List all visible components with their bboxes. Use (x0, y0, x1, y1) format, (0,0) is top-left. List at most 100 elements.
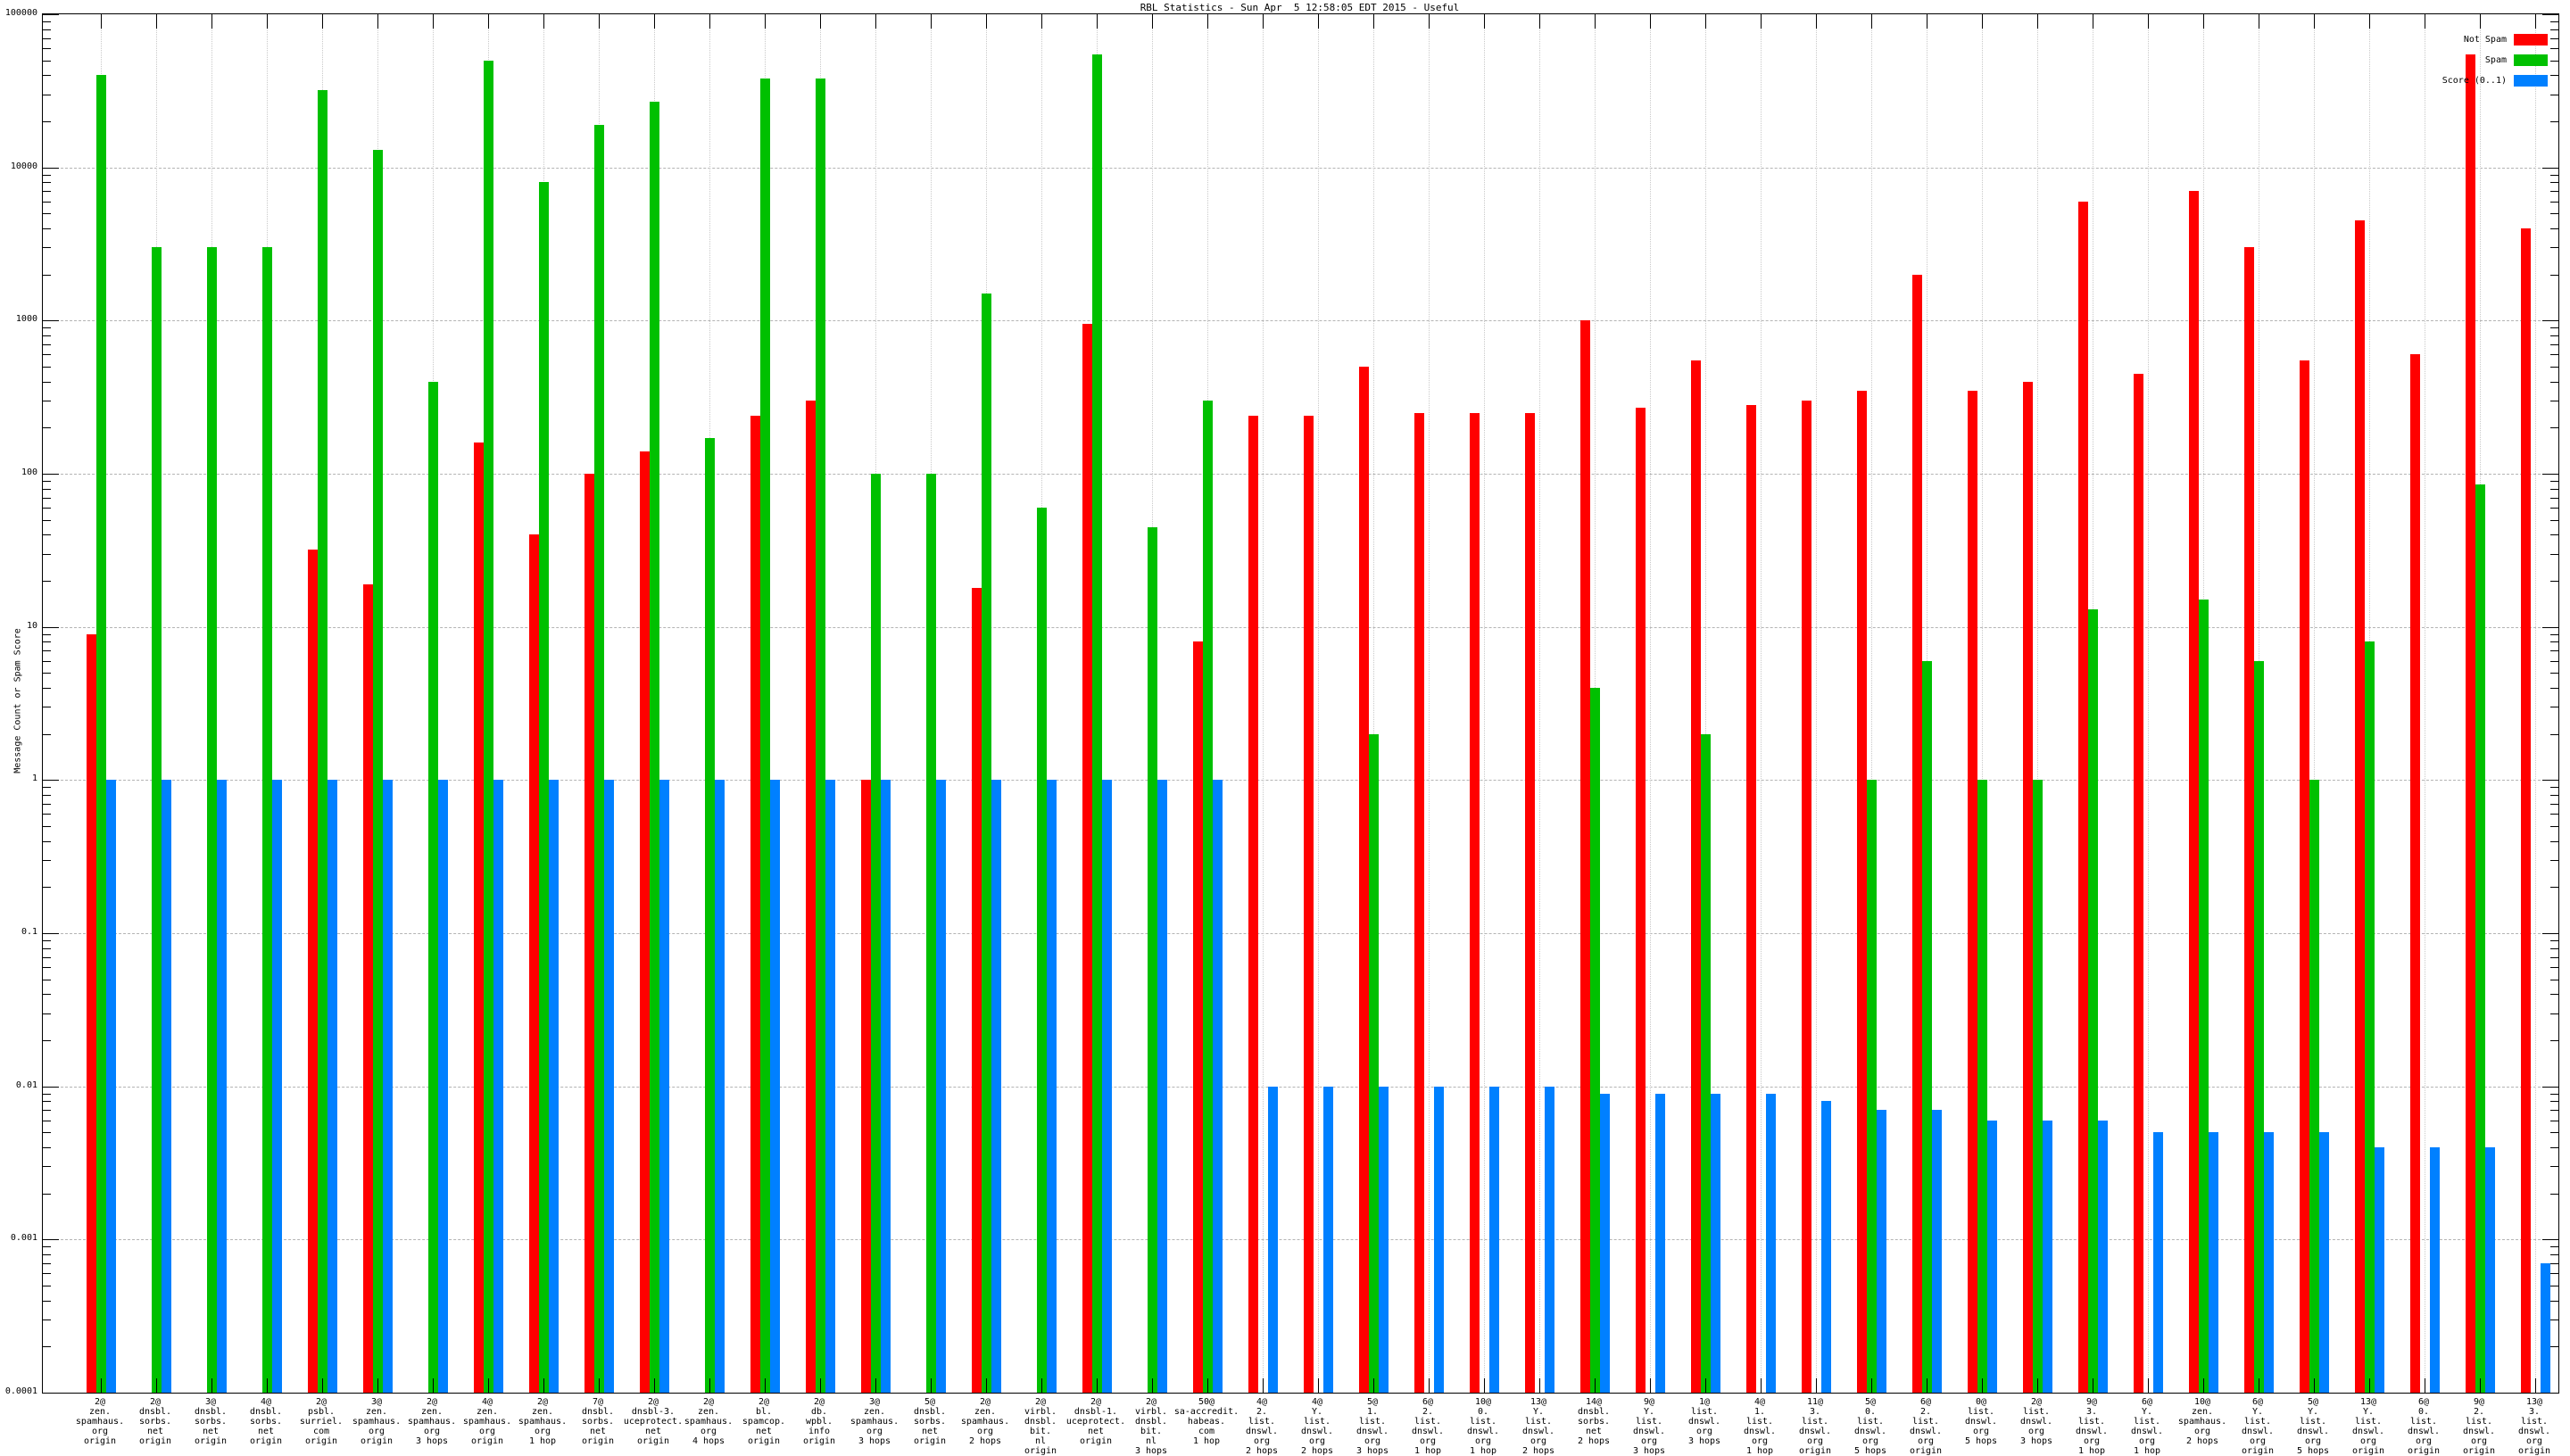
x-tick (156, 14, 157, 29)
x-tick (820, 14, 821, 29)
y-tick-minor (2550, 660, 2558, 662)
x-tick (2480, 14, 2481, 29)
x-tick-label: 10@ zen. spamhaus. org 2 hops (2177, 1397, 2227, 1446)
bar-not-spam (1580, 320, 1590, 1393)
bar-not-spam (1525, 412, 1535, 1393)
x-tick (322, 1378, 323, 1393)
bar-not-spam (1304, 415, 1314, 1393)
y-tick-minor (2550, 21, 2558, 22)
y-tick-minor (43, 1262, 51, 1264)
x-tick (267, 14, 268, 29)
x-tick (1650, 1378, 1651, 1393)
y-tick-minor (2550, 650, 2558, 652)
y-tick-minor (2550, 427, 2558, 429)
legend-label: Score (0..1) (2442, 76, 2507, 86)
y-tick-minor (2550, 488, 2558, 490)
y-tick-minor (43, 247, 51, 249)
bar-spam (1369, 733, 1379, 1393)
bar-not-spam (363, 583, 373, 1393)
y-tick-minor (2550, 1193, 2558, 1195)
y-tick-minor (43, 1273, 51, 1275)
x-tick (2480, 1378, 2481, 1393)
x-tick (1484, 1378, 1485, 1393)
y-tick-minor (2550, 335, 2558, 336)
x-tick (765, 14, 766, 29)
bar-not-spam (1248, 415, 1258, 1393)
y-tick-minor (2550, 814, 2558, 815)
y-tick-minor (2550, 826, 2558, 827)
y-tick-minor (2550, 860, 2558, 862)
x-tick (1761, 1378, 1762, 1393)
x-tick (820, 1378, 821, 1393)
bar-score (438, 780, 448, 1393)
bar-spam (207, 247, 217, 1393)
bar-not-spam (2134, 373, 2143, 1393)
bar-not-spam (2078, 201, 2088, 1393)
y-tick-major (2542, 626, 2558, 628)
y-tick-minor (2550, 1146, 2558, 1148)
gridline-v (1816, 14, 1817, 1393)
bar-not-spam (806, 401, 816, 1393)
y-tick-major (43, 320, 59, 322)
bar-score (2485, 1146, 2495, 1393)
y-tick-major (2542, 933, 2558, 934)
y-tick-minor (2550, 508, 2558, 509)
y-tick-minor (2550, 673, 2558, 674)
y-tick-minor (43, 660, 51, 662)
bar-not-spam (1636, 407, 1646, 1393)
plot-area: Not Spam Spam Score (0..1) (42, 13, 2559, 1394)
bar-spam (2475, 484, 2485, 1393)
y-tick-minor (43, 994, 51, 996)
y-tick-minor (43, 803, 51, 805)
bar-spam (2254, 660, 2264, 1393)
y-tick-minor (43, 29, 51, 30)
y-tick-minor (43, 633, 51, 635)
y-tick-minor (43, 641, 51, 643)
y-tick-minor (2550, 247, 2558, 249)
bar-not-spam (1857, 390, 1867, 1393)
y-tick-label: 0.1 (21, 927, 37, 937)
y-tick-minor (2550, 994, 2558, 996)
y-tick-minor (43, 519, 51, 521)
bar-spam (1203, 401, 1213, 1393)
bar-score (770, 780, 780, 1393)
x-tick-label: 4@ zen. spamhaus. org origin (462, 1397, 512, 1446)
x-tick (1761, 14, 1762, 29)
x-tick-label: 2@ psbl. surriel. com origin (299, 1397, 344, 1446)
bar-spam (1092, 54, 1102, 1393)
x-tick-label: 7@ dnsbl. sorbs. net origin (581, 1397, 615, 1446)
y-tick-major (2542, 1393, 2558, 1394)
y-tick-minor (2550, 1246, 2558, 1248)
x-tick (2535, 1378, 2536, 1393)
y-tick-label: 0.001 (10, 1233, 37, 1244)
x-tick (1871, 14, 1872, 29)
y-tick-minor (43, 553, 51, 555)
x-tick (543, 1378, 544, 1393)
x-tick (1152, 14, 1153, 29)
x-tick (1207, 14, 1208, 29)
x-tick (433, 14, 434, 29)
y-tick-minor (2550, 48, 2558, 50)
x-tick (1816, 1378, 1817, 1393)
bar-score (1213, 780, 1223, 1393)
legend: Not Spam Spam Score (0..1) (2442, 34, 2548, 95)
bar-spam (96, 75, 106, 1393)
y-tick-minor (43, 1300, 51, 1302)
y-tick-minor (2550, 787, 2558, 789)
x-tick-label: 2@ list. dnswl. org 3 hops (2019, 1397, 2053, 1446)
x-tick (1595, 1378, 1596, 1393)
bar-score (2430, 1146, 2440, 1393)
y-tick-minor (2550, 1166, 2558, 1168)
y-tick-minor (43, 814, 51, 815)
gridline-v (2314, 14, 2315, 1393)
x-tick-label: 3@ zen. spamhaus. org 3 hops (850, 1397, 900, 1446)
x-tick (2314, 14, 2315, 29)
bar-not-spam (1802, 401, 1811, 1393)
bar-spam (650, 101, 659, 1393)
bar-score (2541, 1262, 2550, 1393)
y-tick-minor (2550, 947, 2558, 949)
y-tick-minor (43, 48, 51, 50)
y-tick-label: 0.01 (15, 1080, 37, 1090)
bar-spam (594, 124, 604, 1393)
